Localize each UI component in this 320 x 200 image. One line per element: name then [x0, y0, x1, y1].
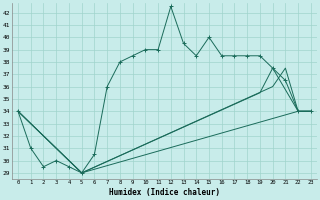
- X-axis label: Humidex (Indice chaleur): Humidex (Indice chaleur): [109, 188, 220, 197]
